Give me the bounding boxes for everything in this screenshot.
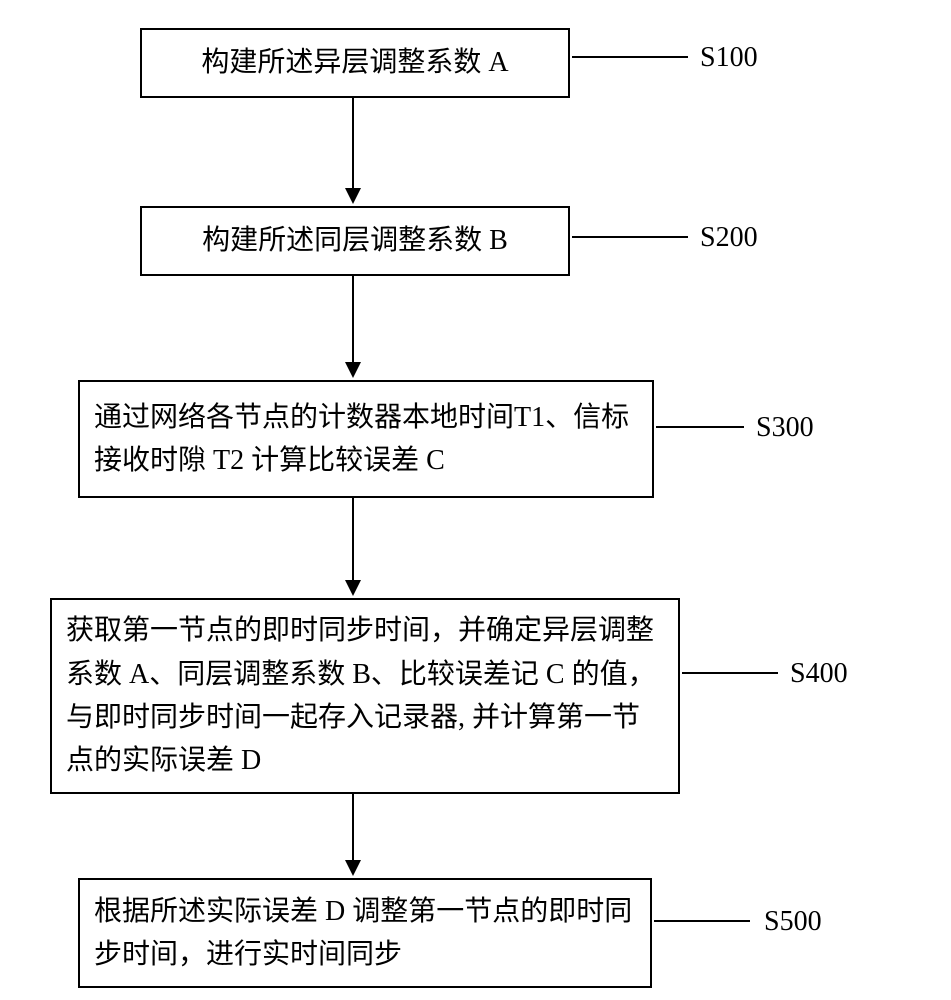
arrowhead-3: [345, 580, 361, 596]
step-s200: 构建所述同层调整系数 B: [140, 206, 570, 276]
step-s400: 获取第一节点的即时同步时间，并确定异层调整系数 A、同层调整系数 B、比较误差记…: [50, 598, 680, 794]
arrowhead-1: [345, 188, 361, 204]
step-s100: 构建所述异层调整系数 A: [140, 28, 570, 98]
label-s500: S500: [764, 906, 822, 938]
lead-s400: [682, 672, 778, 674]
lead-s300: [656, 426, 744, 428]
connector-2: [352, 276, 354, 364]
flowchart-canvas: 构建所述异层调整系数 A 构建所述同层调整系数 B 通过网络各节点的计数器本地时…: [0, 0, 951, 1000]
step-s500: 根据所述实际误差 D 调整第一节点的即时同步时间，进行实时间同步: [78, 878, 652, 988]
connector-3: [352, 498, 354, 582]
connector-4: [352, 794, 354, 862]
step-s400-text: 获取第一节点的即时同步时间，并确定异层调整系数 A、同层调整系数 B、比较误差记…: [66, 609, 664, 783]
lead-s500: [654, 920, 750, 922]
step-s200-text: 构建所述同层调整系数 B: [156, 219, 554, 262]
label-s300: S300: [756, 412, 814, 444]
step-s100-text: 构建所述异层调整系数 A: [156, 41, 554, 84]
connector-1: [352, 98, 354, 190]
label-s400: S400: [790, 658, 848, 690]
arrowhead-2: [345, 362, 361, 378]
step-s300-text: 通过网络各节点的计数器本地时间T1、信标接收时隙 T2 计算比较误差 C: [94, 396, 638, 483]
arrowhead-4: [345, 860, 361, 876]
step-s500-text: 根据所述实际误差 D 调整第一节点的即时同步时间，进行实时间同步: [94, 890, 636, 977]
label-s100: S100: [700, 42, 758, 74]
label-s200: S200: [700, 222, 758, 254]
step-s300: 通过网络各节点的计数器本地时间T1、信标接收时隙 T2 计算比较误差 C: [78, 380, 654, 498]
lead-s100: [572, 56, 688, 58]
lead-s200: [572, 236, 688, 238]
